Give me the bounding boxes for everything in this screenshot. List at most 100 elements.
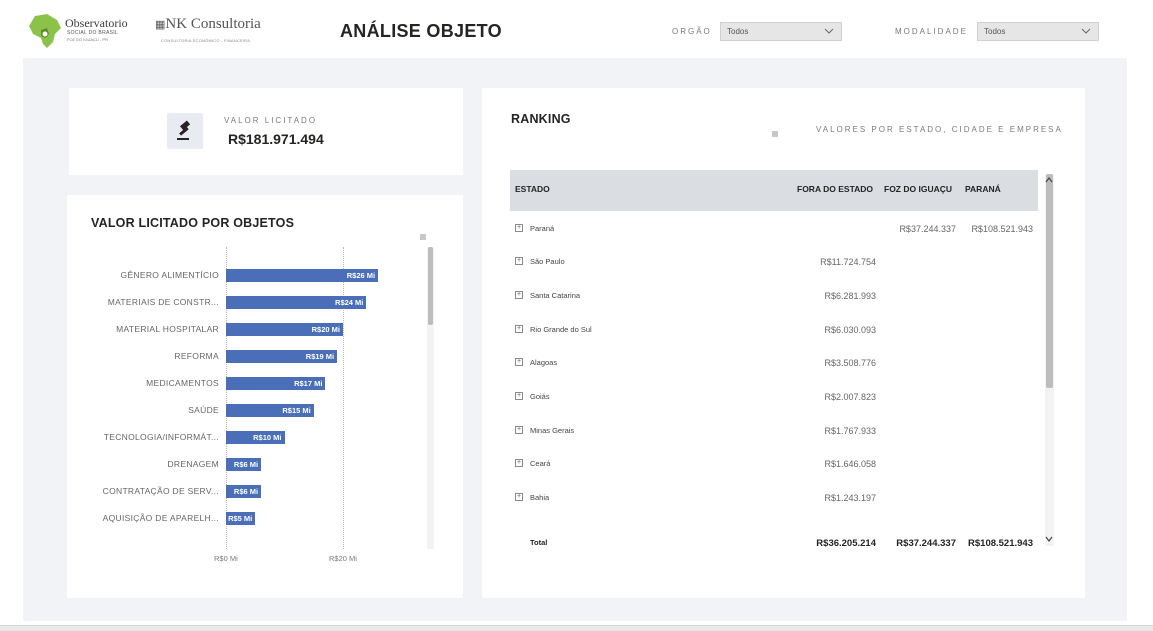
row-fora: R$11.724.754	[820, 257, 876, 267]
bar[interactable]: R$6 Mi	[226, 485, 262, 498]
expand-icon[interactable]: +	[515, 426, 523, 434]
expand-icon[interactable]: +	[515, 325, 523, 333]
chart-scrollbar-thumb[interactable]	[428, 247, 433, 325]
bottom-strip	[0, 625, 1153, 631]
expand-icon[interactable]: +	[515, 493, 523, 501]
gavel-icon	[167, 113, 203, 149]
table-row: + Goiás R$2.007.823	[510, 380, 1038, 414]
expand-icon[interactable]: +	[515, 392, 523, 400]
bar-category-label: TECNOLOGIA/INFORMÁT...	[103, 432, 219, 442]
bar[interactable]: R$5 Mi	[226, 512, 256, 525]
logo1-title: Observatorio	[65, 16, 128, 30]
bar-value-label: R$15 Mi	[282, 406, 311, 415]
row-fora: R$6.030.093	[824, 325, 876, 335]
expand-icon[interactable]: +	[515, 459, 523, 467]
table-header: ESTADO FORA DO ESTADO FOZ DO IGUAÇU PARA…	[510, 170, 1038, 211]
row-estado: Ceará	[530, 459, 551, 468]
row-estado: Alagoas	[530, 358, 558, 367]
col-foz-do-iguacu[interactable]: FOZ DO IGUAÇU	[884, 184, 952, 194]
table-row: + Bahia R$1.243.197	[510, 481, 1038, 515]
ranking-scrollbar-thumb[interactable]	[1046, 174, 1053, 388]
kpi-label: VALOR LICITADO	[224, 116, 318, 125]
row-estado: Santa Catarina	[530, 291, 581, 300]
objects-chart-title: VALOR LICITADO POR OBJETOS	[91, 216, 295, 230]
bar-category-label: MEDICAMENTOS	[146, 378, 219, 388]
bar[interactable]: R$15 Mi	[226, 404, 314, 417]
bar-value-label: R$26 Mi	[346, 271, 376, 280]
nk-consultoria-logo: ▦NK Consultoria CONSULTORIA ECONÔMICO - …	[155, 16, 265, 48]
bar-category-label: REFORMA	[174, 351, 219, 361]
row-estado: Minas Gerais	[530, 426, 575, 435]
bar[interactable]: R$19 Mi	[226, 350, 338, 363]
col-parana[interactable]: PARANÁ	[965, 184, 1001, 194]
observatorio-logo: Observatorio SOCIAL DO BRASIL FOZ DO IGU…	[27, 12, 135, 52]
expand-icon[interactable]: +	[515, 291, 523, 299]
total-foz: R$37.244.337	[896, 538, 956, 549]
bar-category-label: GÊNERO ALIMENTÍCIO	[120, 270, 219, 280]
col-fora-do-estado[interactable]: FORA DO ESTADO	[797, 184, 874, 194]
bar-value-label: R$5 Mi	[228, 514, 253, 523]
table-row: + Paraná R$37.244.337 R$108.521.943	[510, 212, 1038, 246]
expand-icon[interactable]: +	[515, 358, 523, 366]
bar[interactable]: R$24 Mi	[226, 296, 367, 309]
row-estado: Bahia	[530, 493, 550, 502]
table-total-row: Total R$36.205.214 R$37.244.337 R$108.52…	[510, 526, 1038, 560]
bar[interactable]: R$10 Mi	[226, 431, 285, 444]
bar-value-label: R$10 Mi	[253, 433, 282, 442]
axis-tick-0: R$0 Mi	[214, 554, 238, 563]
chart-menu-icon[interactable]	[420, 234, 426, 240]
ranking-card: RANKING VALORES POR ESTADO, CIDADE E EMP…	[482, 88, 1085, 598]
bar-value-label: R$19 Mi	[305, 352, 335, 361]
table-row: + Santa Catarina R$6.281.993	[510, 279, 1038, 313]
ranking-menu-icon[interactable]	[772, 131, 778, 137]
ranking-scrollbar[interactable]	[1045, 174, 1054, 546]
row-fora: R$1.243.197	[824, 493, 876, 503]
table-row: + Alagoas R$3.508.776	[510, 346, 1038, 380]
ranking-title: RANKING	[511, 112, 571, 126]
bar-value-label: R$17 Mi	[294, 379, 323, 388]
filter-modalidade-value: Todos	[984, 27, 1006, 36]
brazil-map-icon	[29, 14, 61, 48]
filter-modalidade-select[interactable]: Todos	[977, 22, 1099, 41]
row-fora: R$2.007.823	[824, 392, 876, 402]
row-fora: R$3.508.776	[824, 358, 876, 368]
filter-modalidade-label: MODALIDADE	[895, 27, 968, 36]
logo1-location: FOZ DO IGUAÇU - PR	[67, 37, 108, 42]
row-estado: Goiás	[530, 392, 550, 401]
chevron-down-icon	[1081, 28, 1091, 34]
filter-orgao-select[interactable]: Todos	[720, 22, 842, 41]
bar-plot-area: GÊNERO ALIMENTÍCIO R$26 Mi MATERIAIS DE CO…	[67, 195, 427, 598]
bar[interactable]: R$26 Mi	[226, 269, 379, 282]
filter-orgao-value: Todos	[727, 27, 749, 36]
row-estado: São Paulo	[530, 257, 565, 266]
bar[interactable]: R$20 Mi	[226, 323, 343, 336]
table-row: + Rio Grande do Sul R$6.030.093	[510, 313, 1038, 347]
kpi-card: VALOR LICITADO R$181.971.494	[69, 88, 463, 175]
scroll-down-icon[interactable]	[1044, 535, 1054, 543]
row-fora: R$1.767.933	[824, 426, 876, 436]
expand-icon[interactable]: +	[515, 257, 523, 265]
bar-value-label: R$24 Mi	[335, 298, 364, 307]
expand-icon[interactable]: +	[515, 224, 523, 232]
table-row: + São Paulo R$11.724.754	[510, 245, 1038, 279]
total-label: Total	[530, 538, 548, 547]
top-bar: Observatorio SOCIAL DO BRASIL FOZ DO IGU…	[0, 0, 1153, 58]
bar[interactable]: R$6 Mi	[226, 458, 262, 471]
total-parana: R$108.521.943	[968, 538, 1033, 549]
row-foz: R$37.244.337	[899, 224, 956, 234]
gridline	[226, 247, 227, 549]
bar-value-label: R$20 Mi	[311, 325, 340, 334]
col-estado[interactable]: ESTADO	[515, 184, 550, 194]
bar-category-label: AQUISIÇÃO DE APARELH...	[102, 513, 219, 523]
bar[interactable]: R$17 Mi	[226, 377, 326, 390]
objects-chart-card: VALOR LICITADO POR OBJETOS GÊNERO ALIMEN…	[67, 195, 463, 598]
page-title: ANÁLISE OBJETO	[340, 21, 502, 41]
bar-category-label: CONTRATAÇÃO DE SERV...	[102, 486, 219, 496]
table-row: + Ceará R$1.646.058	[510, 447, 1038, 481]
scroll-up-icon[interactable]	[1044, 176, 1054, 184]
bar-category-label: MATERIAIS DE CONSTR...	[107, 297, 219, 307]
chart-scrollbar[interactable]	[427, 247, 434, 549]
row-fora: R$1.646.058	[824, 459, 876, 469]
table-row: + Minas Gerais R$1.767.933	[510, 414, 1038, 448]
row-estado: Paraná	[530, 224, 555, 233]
